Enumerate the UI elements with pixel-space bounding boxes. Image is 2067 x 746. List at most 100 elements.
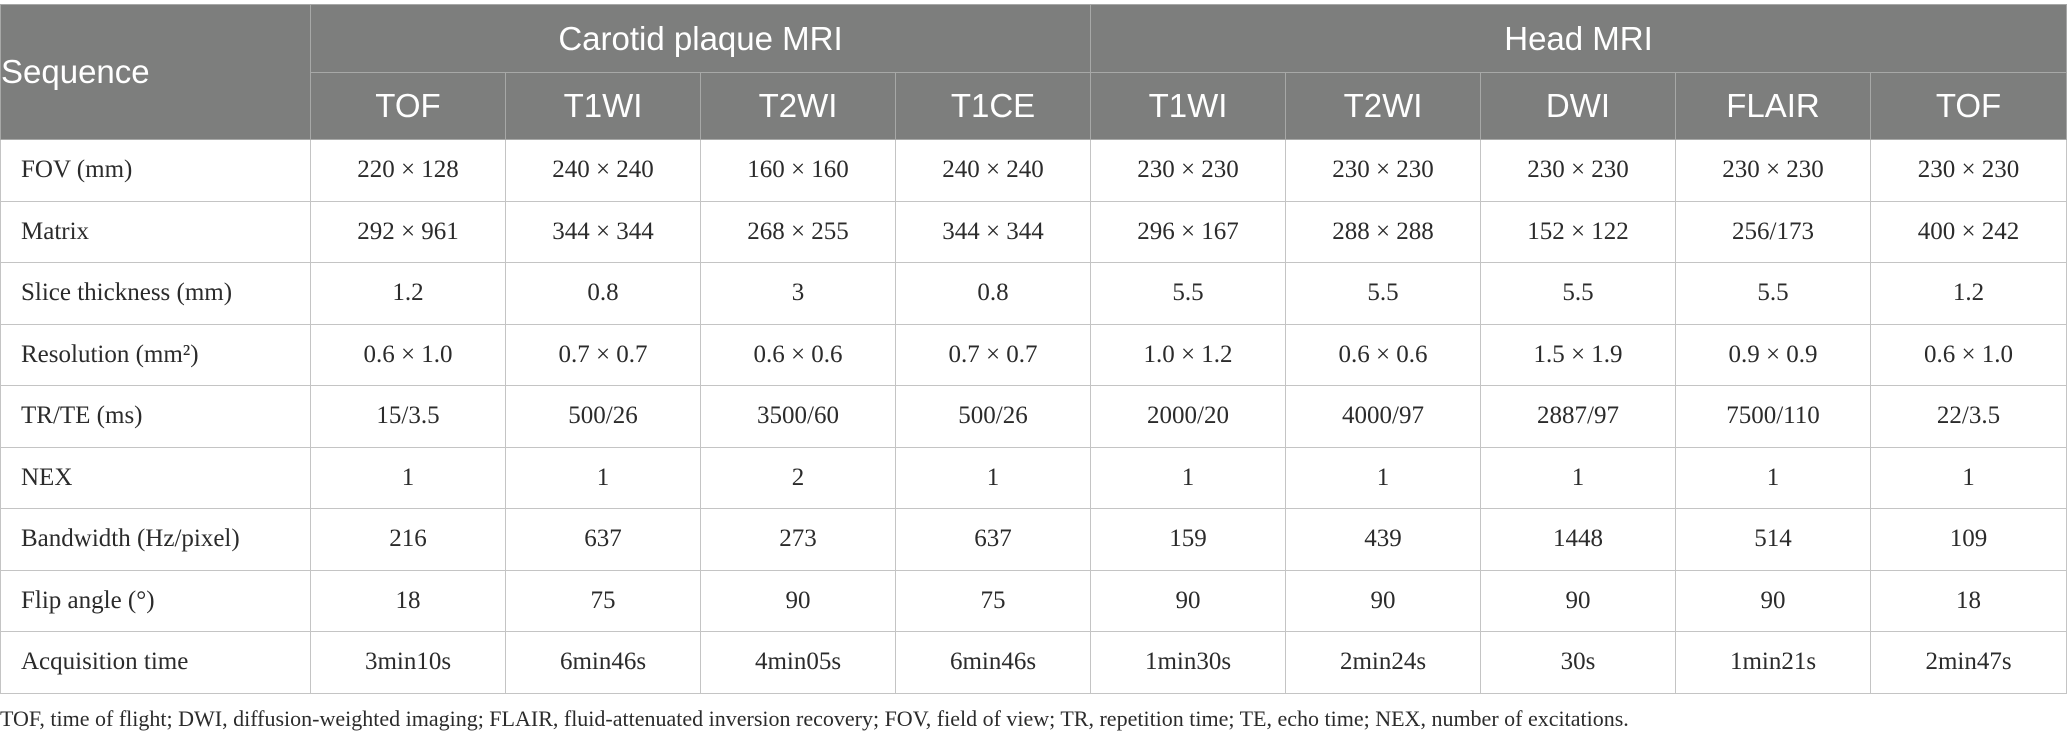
column-header-row: TOF T1WI T2WI T1CE T1WI T2WI DWI FLAIR TOF [1,72,2067,140]
column-header: T1WI [1090,72,1286,140]
table-cell: 159 [1090,508,1286,571]
table-cell: 1.0 × 1.2 [1090,323,1286,386]
table-cell: 500/26 [505,385,701,448]
group-header-head: Head MRI [1089,4,2067,73]
table-cell: 1 [1090,446,1286,509]
table-cell: 160 × 160 [700,139,896,202]
table-container: Sequence Carotid plaque MRI Head MRI TOF… [0,4,2067,694]
table-cell: 1min21s [1675,631,1871,694]
table-cell: 514 [1675,508,1871,571]
table-row: Flip angle (°) 18 75 90 75 90 90 90 90 18 [0,569,2067,632]
table-cell: 1min30s [1090,631,1286,694]
table-cell: 2 [700,446,896,509]
table-row: FOV (mm) 220 × 128 240 × 240 160 × 160 240 ×… [0,139,2067,202]
table-cell: 2min24s [1285,631,1481,694]
table-cell: 18 [1869,569,2067,632]
table-cell: 439 [1285,508,1481,571]
column-header: DWI [1480,72,1676,140]
row-label: Matrix [0,200,311,263]
table-cell: 90 [1285,569,1481,632]
table-cell: 296 × 167 [1090,200,1286,263]
table-cell: 22/3.5 [1869,385,2067,448]
table-row: Resolution (mm²) 0.6 × 1.0 0.7 × 0.7 0.6 × … [0,323,2067,386]
table-cell: 288 × 288 [1285,200,1481,263]
table-cell: 2887/97 [1480,385,1676,448]
table-cell: 1448 [1480,508,1676,571]
table-cell: 90 [1675,569,1871,632]
row-label: Slice thickness (mm) [0,262,311,325]
table-row: Slice thickness (mm) 1.2 0.8 3 0.8 5.5 5.5 5.5 5… [0,262,2067,325]
table-cell: 152 × 122 [1480,200,1676,263]
table-cell: 0.7 × 0.7 [505,323,701,386]
column-header: T2WI [700,72,896,140]
table-cell: 75 [895,569,1091,632]
row-label: NEX [0,446,311,509]
table-cell: 637 [505,508,701,571]
table-cell: 344 × 344 [895,200,1091,263]
column-header: TOF [1869,72,2067,140]
table-footnote: TOF, time of flight; DWI, diffusion-weig… [0,706,1629,731]
table-cell: 500/26 [895,385,1091,448]
column-header: T1WI [505,72,701,140]
table-cell: 30s [1480,631,1676,694]
group-header-carotid: Carotid plaque MRI [310,4,1091,73]
table-cell: 4min05s [700,631,896,694]
table-cell: 90 [700,569,896,632]
column-header: FLAIR [1675,72,1871,140]
table-cell: 0.6 × 1.0 [1869,323,2067,386]
table-cell: 230 × 230 [1869,139,2067,202]
table-cell: 230 × 230 [1090,139,1286,202]
table-cell: 0.6 × 0.6 [700,323,896,386]
table-cell: 75 [505,569,701,632]
table-cell: 240 × 240 [505,139,701,202]
table-cell: 109 [1869,508,2067,571]
table-cell: 230 × 230 [1480,139,1676,202]
table-row: Acquisition time 3min10s 6min46s 4min05s 6mi… [0,631,2067,694]
table-body: FOV (mm) 220 × 128 240 × 240 160 × 160 240 ×… [0,139,2067,694]
table-cell: 1.2 [1869,262,2067,325]
row-label: Acquisition time [0,631,311,694]
table-cell: 0.8 [505,262,701,325]
table-cell: 0.6 × 1.0 [310,323,506,386]
table-cell: 240 × 240 [895,139,1091,202]
table-cell: 2min47s [1869,631,2067,694]
table-cell: 1 [1869,446,2067,509]
table-cell: 2000/20 [1090,385,1286,448]
row-label: TR/TE (ms) [0,385,311,448]
table-cell: 256/173 [1675,200,1871,263]
table-cell: 3min10s [310,631,506,694]
table-cell: 5.5 [1675,262,1871,325]
table-cell: 3500/60 [700,385,896,448]
column-header: T2WI [1285,72,1481,140]
table-cell: 3 [700,262,896,325]
table-cell: 0.6 × 0.6 [1285,323,1481,386]
table-cell: 4000/97 [1285,385,1481,448]
table-row: Matrix 292 × 961 344 × 344 268 × 255 344 × 3… [0,200,2067,263]
table-cell: 18 [310,569,506,632]
table-cell: 0.9 × 0.9 [1675,323,1871,386]
table-cell: 90 [1090,569,1286,632]
table-cell: 0.8 [895,262,1091,325]
table-cell: 7500/110 [1675,385,1871,448]
table-cell: 90 [1480,569,1676,632]
table-cell: 5.5 [1090,262,1286,325]
row-label: Bandwidth (Hz/pixel) [0,508,311,571]
sequence-header: Sequence [0,4,311,140]
table-cell: 400 × 242 [1869,200,2067,263]
table-cell: 230 × 230 [1675,139,1871,202]
table-cell: 1 [1285,446,1481,509]
row-label: Flip angle (°) [0,569,311,632]
table-cell: 5.5 [1285,262,1481,325]
table-cell: 1.5 × 1.9 [1480,323,1676,386]
table-cell: 5.5 [1480,262,1676,325]
table-cell: 220 × 128 [310,139,506,202]
table-cell: 1 [310,446,506,509]
column-header: TOF [310,72,506,140]
table-cell: 216 [310,508,506,571]
table-row: Bandwidth (Hz/pixel) 216 637 273 637 159 439 14… [0,508,2067,571]
table-row: TR/TE (ms) 15/3.5 500/26 3500/60 500/26 2000/… [0,385,2067,448]
row-label: FOV (mm) [0,139,311,202]
table-cell: 1.2 [310,262,506,325]
table-cell: 1 [1675,446,1871,509]
table-cell: 0.7 × 0.7 [895,323,1091,386]
